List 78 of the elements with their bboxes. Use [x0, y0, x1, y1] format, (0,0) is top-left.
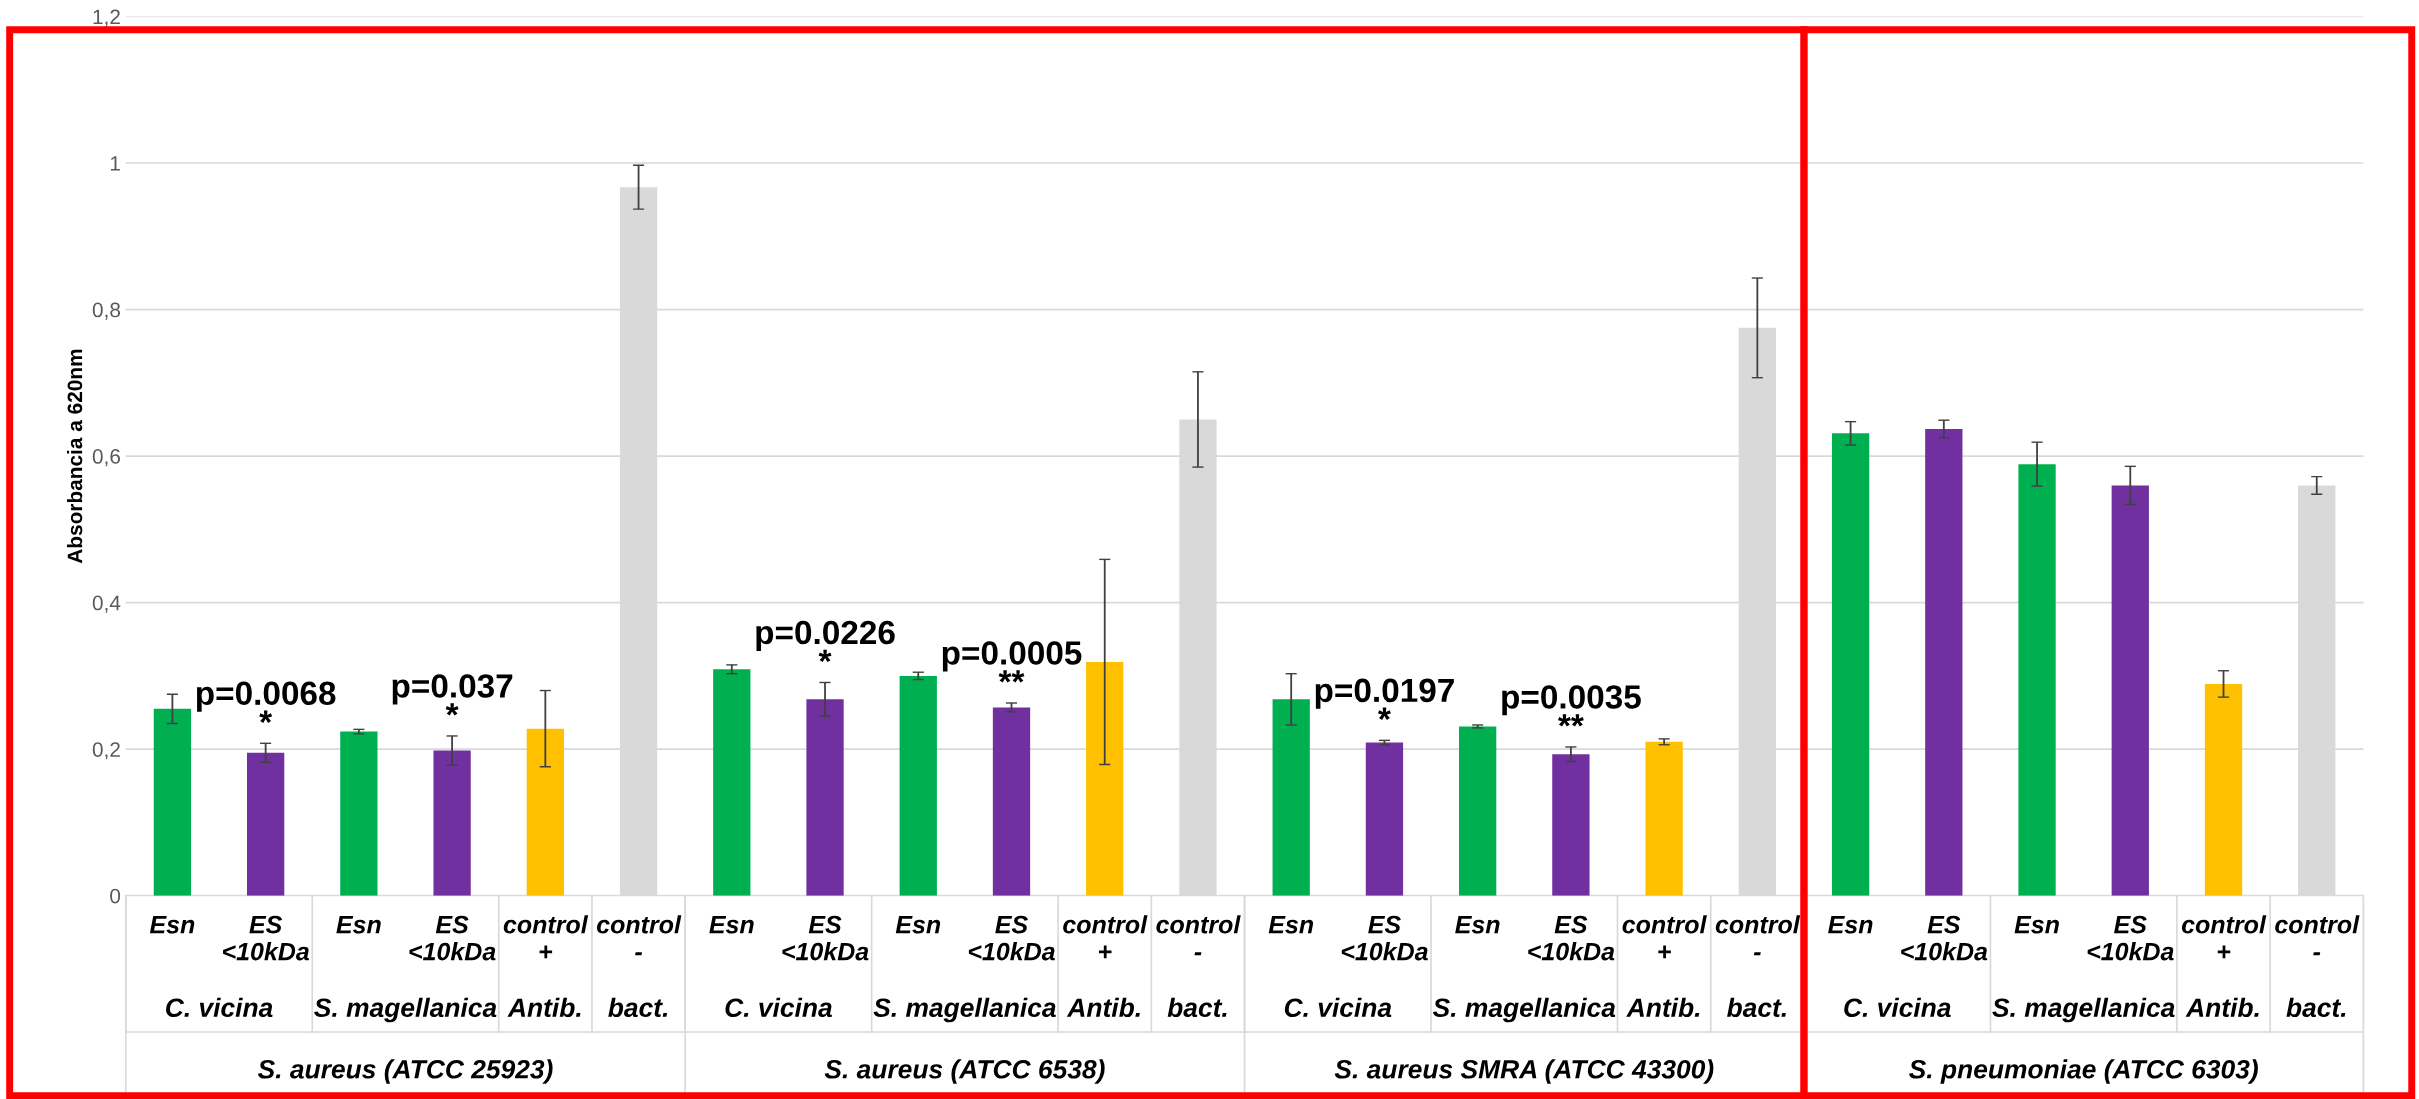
x-tick-label: ES <10kDa [1528, 915, 1615, 961]
x-tick-label: ES <10kDa [1341, 915, 1428, 961]
bar [899, 675, 937, 896]
x-tick-label: control + [2181, 915, 2267, 959]
y-tick-label: 0,2 [92, 742, 120, 760]
bar [1645, 741, 1683, 896]
x-tick-label: Esn [149, 916, 195, 934]
bar [1925, 428, 1963, 896]
x-tick-label: control + [1622, 915, 1707, 959]
x-tick-label: ES <10kDa [782, 915, 869, 961]
x-tick-label: Esn [895, 916, 941, 934]
x-tick-label: Esn [709, 916, 754, 934]
text: bact. [1167, 997, 1227, 1018]
x-tick-label: Esn [2014, 916, 2059, 934]
annotation: p=0.0005 ** [942, 641, 1082, 683]
x-tick-label: ES <10kDa [1901, 915, 1988, 961]
bar [153, 708, 192, 896]
text: bact. [608, 997, 668, 1018]
text: C. vicina [1844, 997, 1951, 1018]
bar [340, 731, 378, 896]
x-tick-label: control - [1715, 915, 1801, 956]
bar [433, 750, 471, 896]
bar [2018, 464, 2056, 896]
text: Antib. [1626, 997, 1700, 1018]
text: C. vicina [1284, 997, 1392, 1018]
y-tick-label: 0,6 [92, 449, 121, 467]
text: C. vicina [166, 997, 273, 1018]
annotation: p=0.0035 ** [1502, 685, 1641, 727]
text: S. pneumoniae (ATCC 6303) [1909, 1059, 2258, 1084]
bar [806, 699, 844, 896]
bar [526, 728, 564, 896]
x-tick-label: Esn [1268, 916, 1314, 934]
bar [992, 707, 1031, 896]
y-tick-label: 1,2 [93, 9, 120, 27]
bar [2111, 485, 2149, 896]
bar [1459, 726, 1497, 896]
y-tick-label: 0,4 [92, 595, 121, 613]
y-tick-label: 0 [110, 888, 121, 904]
bar [246, 752, 285, 896]
bar [1086, 661, 1124, 896]
text: S. magellanica [1992, 997, 2175, 1023]
bar [2204, 683, 2243, 896]
bar [1365, 742, 1404, 896]
text: Antib. [2185, 997, 2259, 1018]
annotation: p=0.0068 * [196, 681, 336, 723]
annotation: p=0.0197 * [1315, 678, 1454, 720]
x-tick-label: control - [1156, 915, 1241, 956]
bar [1552, 754, 1590, 896]
text: Antib. [507, 997, 581, 1018]
x-tick-label: control - [596, 915, 682, 956]
x-tick-label: ES <10kDa [409, 915, 496, 961]
y-tick-label: 0,8 [92, 302, 121, 320]
bar [713, 669, 751, 896]
text: S. magellanica [873, 997, 1056, 1023]
text: S. magellanica [314, 997, 497, 1023]
x-tick-label: control + [1063, 915, 1148, 959]
x-tick-label: Esn [336, 916, 381, 934]
y-tick-label: 1 [110, 156, 120, 171]
x-tick-label: Esn [1455, 916, 1500, 934]
bar [1272, 699, 1310, 896]
text: S. magellanica [1432, 997, 1616, 1023]
text: bact. [2286, 997, 2346, 1018]
text: S. aureus (ATCC 25923) [257, 1059, 553, 1084]
bar [1831, 433, 1870, 896]
text: bact. [1727, 997, 1786, 1018]
y-axis-title: Absorbancia a 620nm [66, 349, 83, 564]
x-tick-label: ES <10kDa [968, 915, 1055, 961]
text: S. aureus (ATCC 6538) [824, 1059, 1105, 1084]
text: Antib. [1066, 997, 1140, 1018]
x-tick-label: ES <10kDa [223, 915, 310, 961]
annotation: p=0.037 * [392, 674, 513, 716]
annotation: p=0.0226 * [756, 620, 895, 663]
x-tick-label: ES <10kDa [2087, 915, 2174, 961]
text: C. vicina [725, 997, 832, 1018]
x-tick-label: Esn [1828, 916, 1873, 934]
x-tick-label: control + [503, 915, 589, 959]
x-tick-label: control - [2275, 915, 2360, 956]
text: S. aureus SMRA (ATCC 43300) [1334, 1059, 1714, 1084]
